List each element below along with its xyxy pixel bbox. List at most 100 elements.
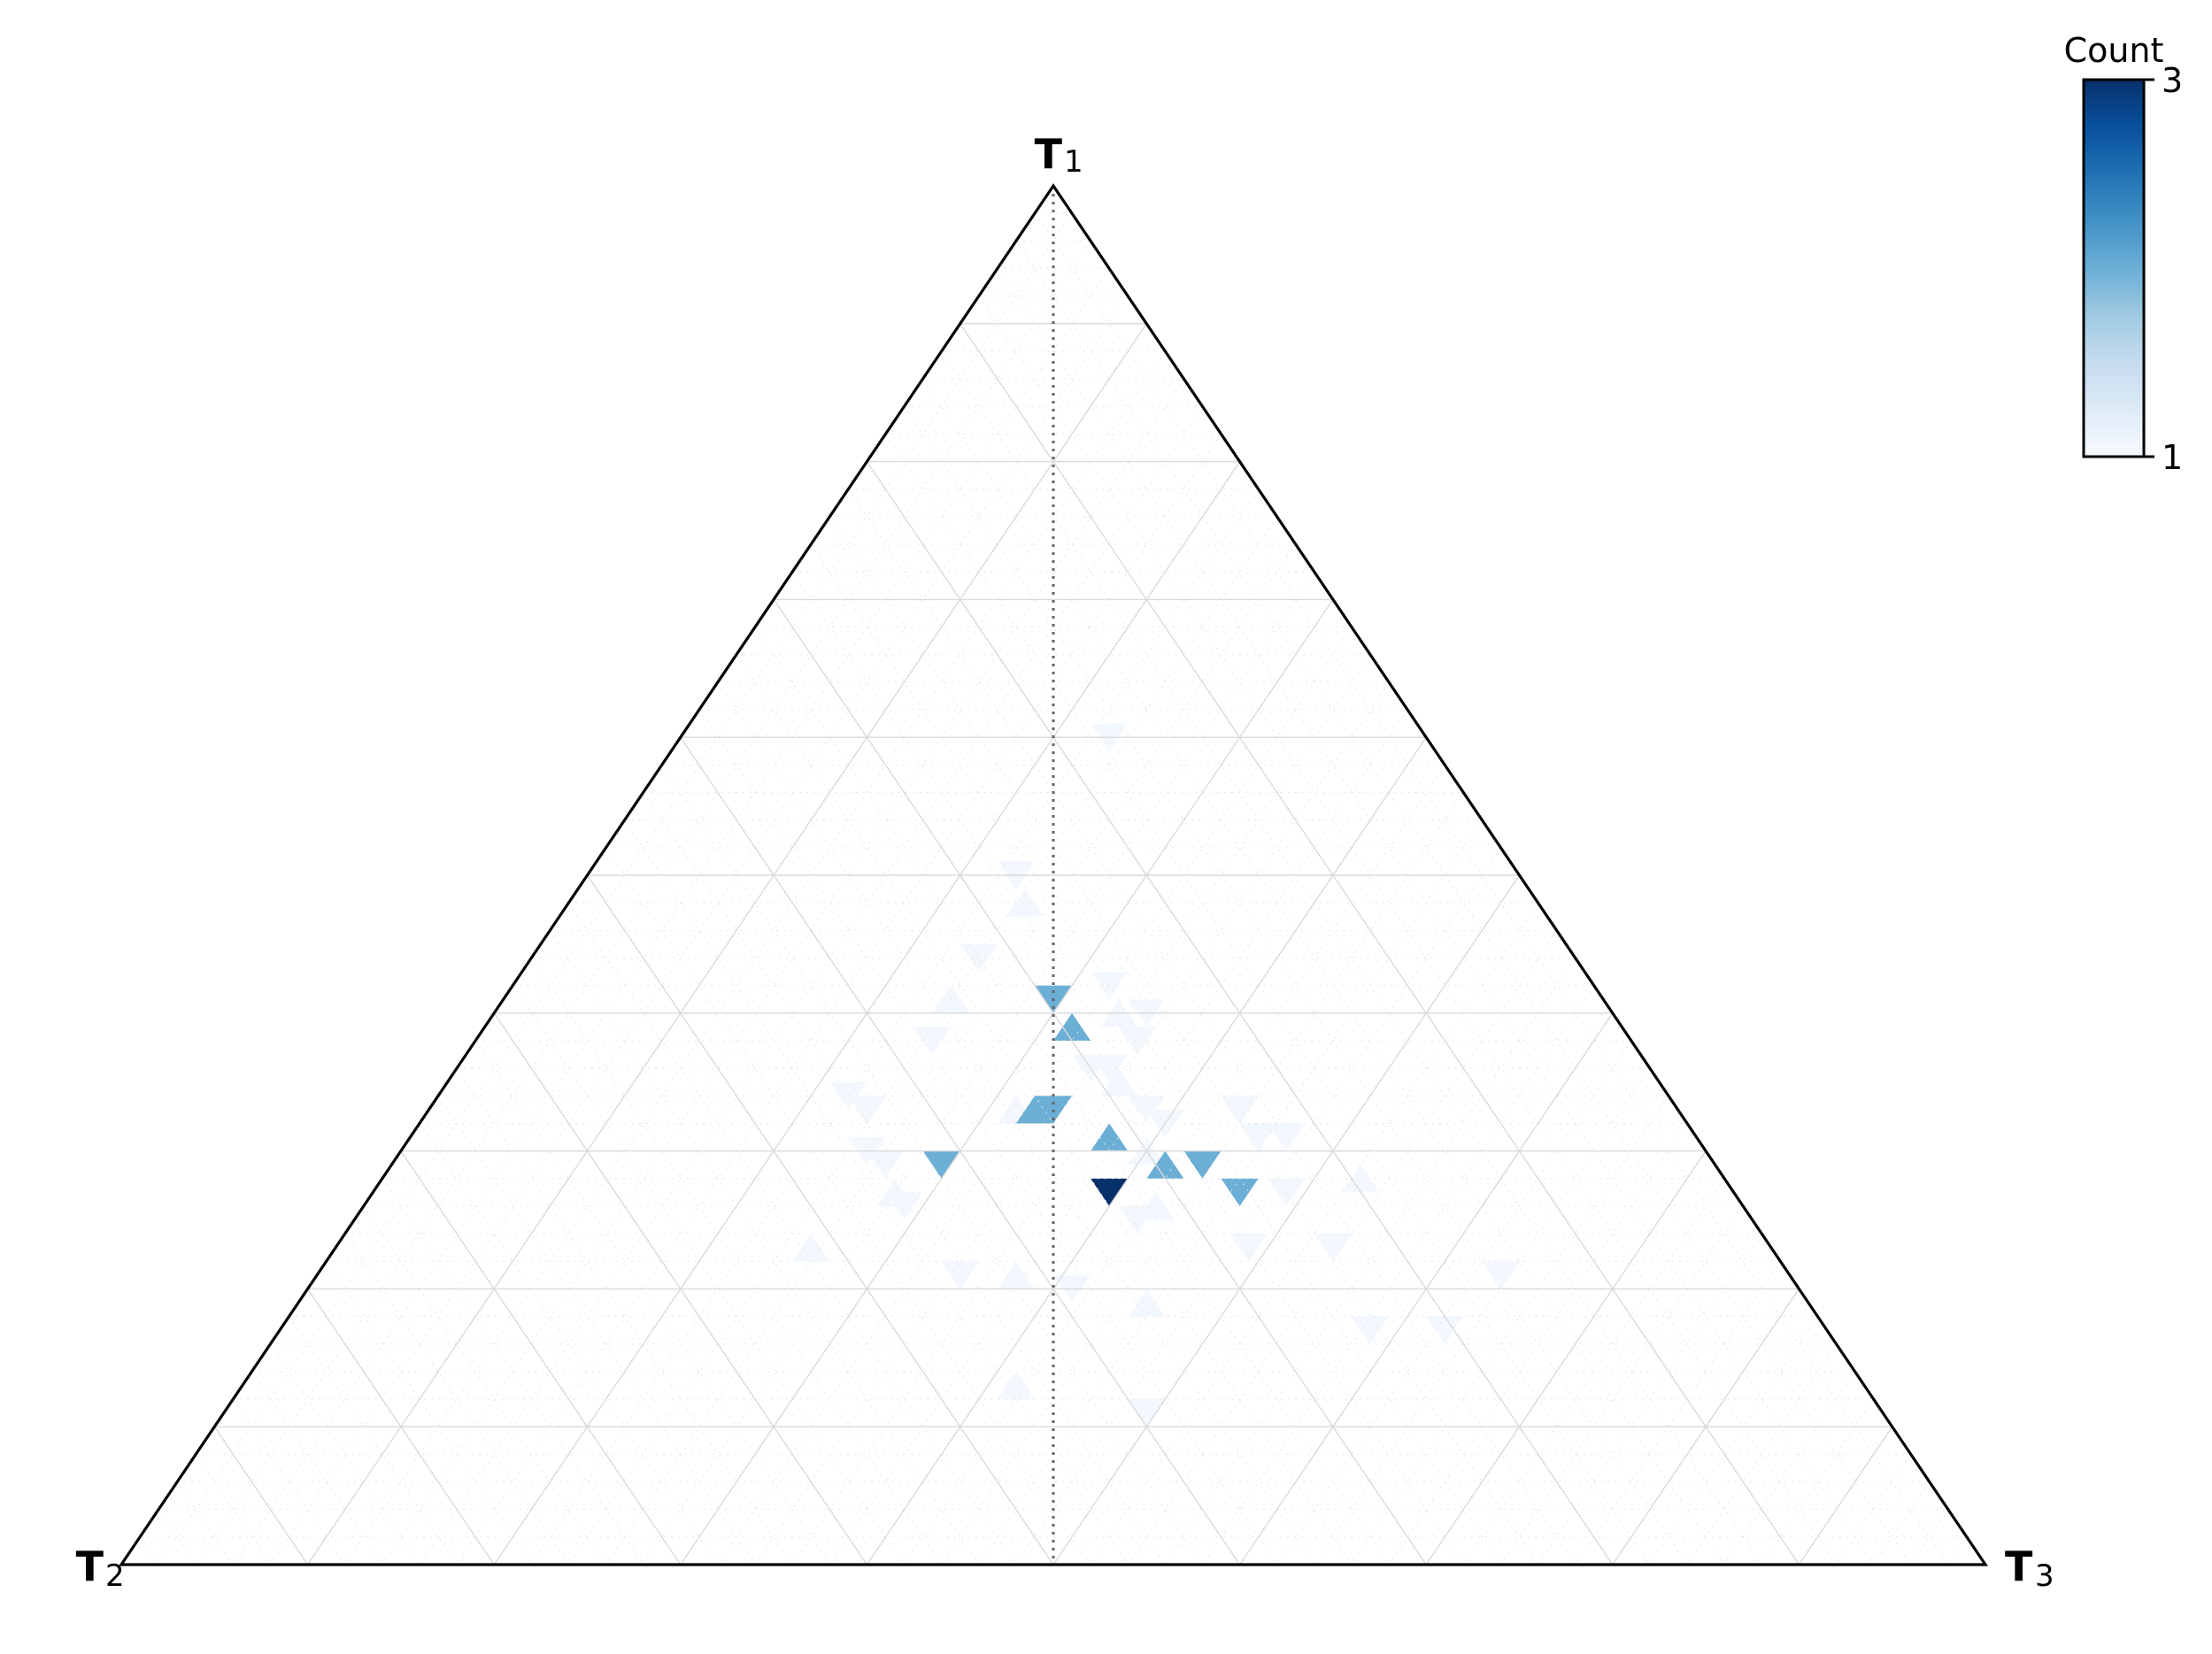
fine-grid-line [251,1371,383,1566]
ternary-grid [139,212,1968,1566]
histogram-cell [1268,1123,1306,1151]
fine-grid-line [1034,212,1949,1566]
vertex-label-right: T [2005,1542,2033,1590]
vertex-label-right-sub: 3 [2035,1558,2054,1594]
colorbar-label: Count [2064,31,2164,70]
fine-grid-line [1723,1371,1855,1566]
histogram-cell [1118,1027,1156,1055]
fine-grid-line [698,709,1278,1566]
fine-grid-line [158,212,1073,1566]
major-grid-line [213,1426,309,1566]
fine-grid-line [997,268,1875,1566]
major-grid-line [1052,874,1521,1566]
histogram-cells [792,723,1520,1427]
fine-grid-line [1276,1040,1632,1566]
histogram-cell [792,1234,830,1262]
major-grid-line [866,461,1614,1566]
colorbar: Count 3 1 [2064,31,2184,477]
fine-grid-line [195,241,1091,1566]
fine-grid-line [512,985,905,1566]
fine-grid-line [791,681,1390,1566]
fine-grid-line [195,1454,271,1566]
histogram-cell [1351,1316,1390,1344]
colorbar-tick-label-max: 3 [2162,61,2183,100]
fine-grid-line [922,378,1725,1566]
fine-grid-line [605,847,1091,1566]
fine-grid-line [1649,1316,1818,1566]
major-grid-line [1798,1426,1893,1566]
histogram-cell [941,1261,979,1289]
vertex-label-top-sub: 1 [1064,144,1083,180]
fine-grid-line [1575,1260,1781,1566]
major-grid-line [960,323,1800,1566]
fine-grid-line [382,378,1184,1566]
fine-grid-line [1164,958,1576,1566]
histogram-cell [848,1096,886,1124]
fine-grid-line [326,1260,532,1566]
fine-grid-line [1500,1205,1744,1566]
fine-grid-line [549,930,980,1566]
histogram-cell [1091,1123,1129,1151]
histogram-cell [1221,1096,1259,1124]
vertex-label-left: T [76,1542,104,1590]
histogram-cell [1183,1150,1222,1179]
fine-grid-line [1015,847,1501,1566]
colorbar-tick-label-min: 1 [2162,438,2183,477]
histogram-cell [922,1150,960,1179]
fine-grid-line [661,765,1203,1566]
fine-grid-line [1836,1454,1912,1566]
fine-grid-line [176,1481,234,1566]
fine-grid-line [232,1398,346,1566]
fine-grid-line [530,958,943,1566]
histogram-cell [913,1027,952,1055]
vertex-label-top: T [1035,130,1063,178]
fine-grid-line [437,1096,756,1566]
fine-grid-line [456,434,1222,1566]
major-grid-line [586,874,1054,1566]
fine-grid-line [1947,1536,1968,1566]
fine-grid-line [754,627,1390,1566]
major-grid-line [1425,1150,1707,1566]
histogram-cell [932,985,970,1013]
histogram-cell [885,1192,923,1220]
fine-grid-line [717,627,1353,1566]
fine-grid-line [1127,930,1558,1566]
histogram-cell [1118,1205,1156,1235]
fine-grid-line [624,819,1129,1566]
histogram-cell [1482,1261,1520,1289]
histogram-cell [1128,1289,1166,1317]
fine-grid-line [363,1205,606,1566]
fine-grid-line [289,1316,458,1566]
histogram-cell [1034,1096,1073,1124]
histogram-cell [1239,1123,1277,1151]
fine-grid-line [1761,1398,1875,1566]
fine-grid-line [270,296,1129,1566]
fine-grid-line [847,489,1576,1566]
histogram-cell [997,1371,1035,1400]
fine-grid-line [978,819,1483,1566]
histogram-cell [1146,1150,1184,1179]
histogram-cell [1015,1096,1053,1124]
histogram-cell [1006,889,1044,917]
major-grid-line [773,599,1427,1566]
fine-grid-line [885,434,1651,1566]
fine-grid-line [1873,1481,1931,1566]
triangle-outline [118,183,1989,1566]
histogram-cell [1426,1316,1464,1344]
histogram-cell [867,1150,905,1179]
fine-grid-line [139,1536,159,1566]
histogram-cell [1314,1234,1352,1262]
fine-grid-line [232,268,1110,1566]
fine-grid-line [419,406,1203,1566]
fine-grid-line [605,543,1297,1566]
histogram-cell [997,1261,1035,1289]
major-grid-line [680,599,1334,1566]
fine-grid-line [904,765,1445,1566]
histogram-cell [1128,1399,1166,1427]
histogram-cell [1053,1012,1091,1041]
fine-grid-line [978,296,1837,1566]
fine-grid-line [474,1040,830,1566]
vertex-label-left-sub: 2 [105,1558,125,1594]
fine-grid-line [1351,1096,1669,1566]
